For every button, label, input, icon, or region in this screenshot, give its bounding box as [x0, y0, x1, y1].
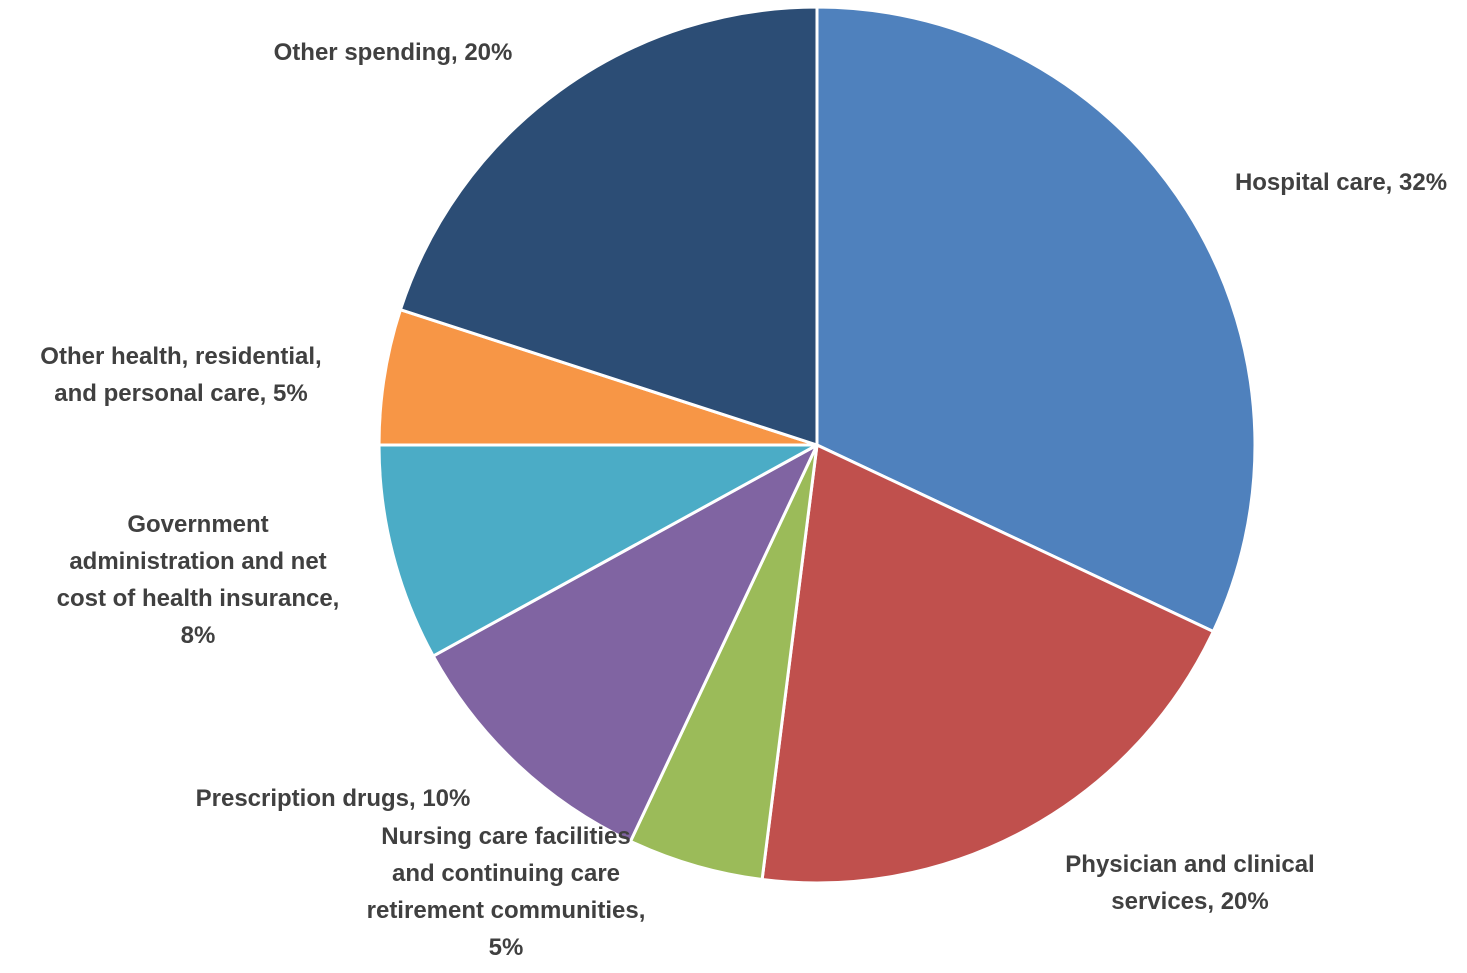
- pie-data-label: Physician and clinical services, 20%: [1065, 851, 1314, 915]
- data-label-line: services, 20%: [1111, 888, 1268, 915]
- data-label-line: administration and net: [69, 548, 326, 575]
- pie-data-labels: Hospital care, 32% Physician and clinical…: [40, 39, 1447, 961]
- pie-slice: [398, 5, 819, 447]
- pie-slice: [815, 5, 1257, 633]
- data-label-line: Government: [127, 511, 268, 538]
- pie-slice: [760, 443, 1215, 885]
- data-label-line: and personal care, 5%: [54, 380, 307, 407]
- pie-slice: [431, 443, 819, 843]
- pie-data-label: Government administration and net cost of …: [57, 511, 340, 649]
- data-label-line: Prescription drugs, 10%: [196, 785, 471, 812]
- pie-data-label: Prescription drugs, 10%: [196, 785, 471, 812]
- data-label-line: 5%: [489, 934, 524, 961]
- data-label-line: Nursing care facilities: [381, 823, 630, 850]
- data-label-line: Hospital care, 32%: [1235, 169, 1447, 196]
- data-label-line: cost of health insurance,: [57, 585, 340, 612]
- pie-data-label: Hospital care, 32%: [1235, 169, 1447, 196]
- data-label-line: Other health, residential,: [40, 343, 321, 370]
- pie-data-label: Nursing care facilities and continuing ca…: [367, 823, 646, 961]
- data-label-line: Physician and clinical: [1065, 851, 1314, 878]
- data-label-line: and continuing care: [392, 860, 620, 887]
- data-label-line: retirement communities,: [367, 897, 646, 924]
- pie-data-label: Other health, residential, and personal c…: [40, 343, 321, 407]
- data-label-line: Other spending, 20%: [274, 39, 513, 66]
- pie-data-label: Other spending, 20%: [274, 39, 513, 66]
- pie-slice: [377, 443, 819, 658]
- pie-slices: [377, 5, 1257, 885]
- data-label-line: 8%: [181, 622, 216, 649]
